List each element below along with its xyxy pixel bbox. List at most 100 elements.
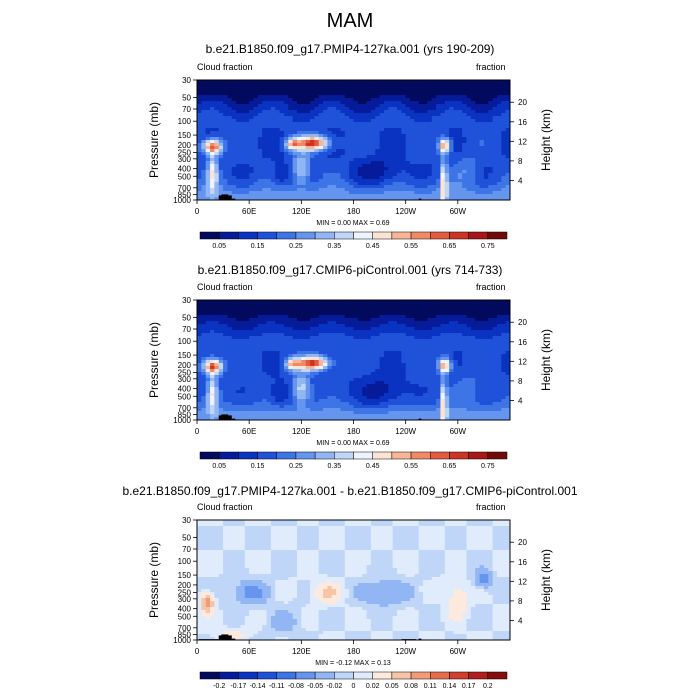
panel-1-cell [349,89,354,93]
panel-1-cell [457,191,463,195]
panel-1-cell [392,122,398,126]
panel-2-cell [466,339,472,343]
panel-1-cell [462,143,467,147]
panel-1-cell [344,158,350,162]
panel-2-cell [205,375,211,379]
panel-1-cell [488,131,494,135]
panel-1-cell [201,95,207,99]
panel-2-cell [453,348,459,352]
panel-1-cell [244,137,250,141]
panel-2-cell [262,336,267,340]
panel-2-cell [327,363,333,367]
panel-2-cell [344,318,350,322]
panel-2-cell [275,309,280,313]
panel-1-cell [292,131,298,135]
panel-1-cell [231,155,237,159]
panel-1-cell [283,83,289,87]
panel-2-cell [366,309,372,313]
panel-1-cell [488,191,494,195]
panel-1-cell [205,155,211,159]
panel-1-cell [223,83,228,87]
panel-1-cell [305,122,311,126]
panel-2-cell [427,381,433,385]
panel-2-cell [262,360,267,364]
panel-2-cell [275,339,280,343]
panel-1-cell [449,185,454,189]
panel-1-cell [383,158,389,162]
panel-2-cell [488,300,494,304]
panel-1-cell [310,107,315,111]
panel-2-cell [331,378,337,382]
panel-2-cell [483,381,489,385]
panel-2-cell [470,324,476,328]
panel-2-cell [453,375,459,379]
panel-1-cell [362,155,367,159]
panel-1-cell [288,131,294,135]
panel-2-cell [240,372,246,376]
panel-2-cell [227,369,233,373]
panel-1-cell [492,95,498,99]
panel-1-cell [466,140,472,144]
y2-axis-title: Height (km) [539,109,553,171]
panel-1-cell [253,152,259,156]
panel-2-cell [383,369,389,373]
panel-2-cell [283,345,289,349]
panel-2-cell [466,342,472,346]
panel-1-cell [405,80,411,84]
panel-1-cell [279,80,285,84]
panel-2-cell [375,381,380,385]
panel-1-cell [266,167,272,171]
panel-1-cell [283,101,289,105]
panel-1-cell [210,191,215,195]
panel-1-cell [444,86,450,90]
panel-1-cell [431,116,437,120]
panel-1-cell [427,185,433,189]
panel-1-cell [236,86,241,90]
panel-1-cell [357,176,363,180]
panel-2-cell [479,321,485,325]
panel-2-cell [357,339,363,343]
panel-1-cell [292,80,298,84]
panel-1-cell [379,128,385,132]
panel-1-cell [201,119,207,123]
panel-2-cell [475,330,480,334]
panel-2-cell [305,312,311,316]
panel-2-cell [423,372,428,376]
panel-1-cell [236,89,241,93]
panel-1-cell [453,89,459,93]
panel-2-cell [197,312,202,316]
panel-2-cell [257,354,263,358]
panel-1-cell [405,134,411,138]
panel-1-cell [288,98,294,102]
panel-2-cell [457,348,463,352]
panel-1-cell [323,179,328,183]
panel-2-cell [305,348,311,352]
panel-1-cell [362,170,367,174]
panel-2-cell [370,339,376,343]
panel-1-cell [483,92,489,96]
panel-1-cell [236,164,241,168]
panel-2-cell [496,315,502,319]
panel-1-cell [440,137,446,141]
panel-1-cell [418,185,424,189]
panel-1-cell [383,176,389,180]
panel-1-cell [301,185,307,189]
panel-2-cell [410,375,415,379]
panel-2-cell [344,306,350,310]
panel-1-cell [296,164,302,168]
panel-1-cell [370,182,376,186]
panel-2-cell [423,306,428,310]
panel-1-cell [353,89,359,93]
panel-2-cell [470,375,476,379]
panel-1-cell [283,194,289,198]
panel-1-cell [340,101,346,105]
panel-1-cell [379,194,385,198]
panel-2-cell [383,357,389,361]
panel-2-cell [275,300,280,304]
panel-1-cell [231,164,237,168]
panel-1-cell [431,113,437,117]
panel-1-cell [310,122,315,126]
panel-1-cell [323,161,328,165]
panel-2-cell [383,324,389,328]
panel-2-cell [214,333,220,337]
